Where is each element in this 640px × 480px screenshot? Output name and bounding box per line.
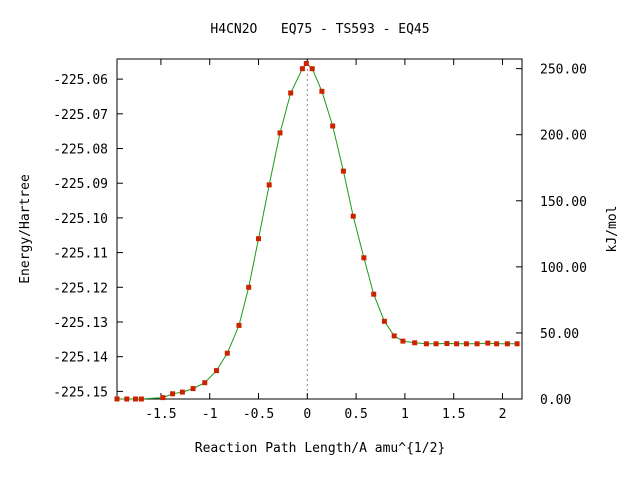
data-point [138,396,144,402]
y2-axis-label: kJ/mol [605,206,620,253]
data-point [371,291,377,297]
data-point [463,341,469,347]
y2-tick-label: 100.00 [540,261,587,276]
y-tick-label: -225.10 [53,212,108,227]
y-tick-label: -225.08 [53,143,108,158]
data-point [160,395,166,401]
data-point [124,396,130,402]
data-points [114,61,520,402]
x-tick-label: 0.5 [344,407,367,422]
data-point [474,341,480,347]
y-tick-label: -225.14 [53,351,108,366]
x-tick-label: 1 [401,407,409,422]
data-point [299,66,305,72]
data-point [133,396,138,402]
y-tick-label: -225.07 [53,108,108,123]
data-point [454,341,460,347]
data-point [423,341,429,347]
data-point [350,213,356,219]
data-point [179,389,185,395]
data-point [433,341,439,347]
y-axis-left: -225.06 -225.07 -225.08 -225.09 -225.10 -225.… [53,73,123,400]
data-point [504,341,510,347]
y2-tick-label: 200.00 [540,129,587,144]
data-point [303,61,309,66]
data-point [340,168,346,174]
data-point [494,341,500,347]
data-point [330,123,336,129]
data-point [309,66,315,72]
chart-title: H4CN2O EQ75 - TS593 - EQ45 [210,22,429,37]
data-point [319,88,325,94]
x-tick-label: -0.5 [243,407,274,422]
data-point [266,182,272,188]
data-point [391,333,397,339]
x-axis: -1.5 -1 -0.5 0 0.5 1 1.5 2 [145,59,506,422]
data-point [412,340,418,346]
y-tick-label: -225.13 [53,316,108,331]
x-tick-label: 1.5 [442,407,465,422]
data-point [444,341,450,346]
data-point [214,368,219,374]
x-tick-label: -1 [202,407,218,422]
data-point [246,284,252,290]
y-tick-label: -225.06 [53,73,108,88]
y-axis-label: Energy/Hartree [18,174,33,284]
y2-tick-label: 50.00 [540,327,579,342]
data-point [361,255,367,261]
data-point [114,396,120,402]
y-tick-label: -225.09 [53,177,108,192]
x-tick-label: -1.5 [145,407,176,422]
energy-curve [117,62,518,400]
data-point [514,341,520,347]
y-tick-label: -225.11 [53,247,108,262]
data-point [236,322,242,328]
data-point [224,350,230,356]
y2-tick-label: 0.00 [540,393,571,408]
y2-tick-label: 150.00 [540,195,587,210]
x-axis-label: Reaction Path Length/A amu^{1/2} [195,441,445,456]
data-point [400,338,406,344]
y-tick-label: -225.15 [53,385,108,400]
data-point [170,391,176,397]
data-point [277,130,283,136]
x-tick-label: 0 [303,407,311,422]
data-point [288,90,294,96]
data-point [256,236,261,242]
x-tick-label: 2 [499,407,507,422]
y2-tick-label: 250.00 [540,63,587,78]
y-axis-right: 0.00 50.00 100.00 150.00 200.00 250.00 [516,63,587,408]
data-point [202,380,208,386]
data-point [190,386,196,392]
plot-frame [116,58,523,400]
data-point [381,318,387,324]
y-tick-label: -225.12 [53,281,108,296]
data-point [485,340,491,346]
